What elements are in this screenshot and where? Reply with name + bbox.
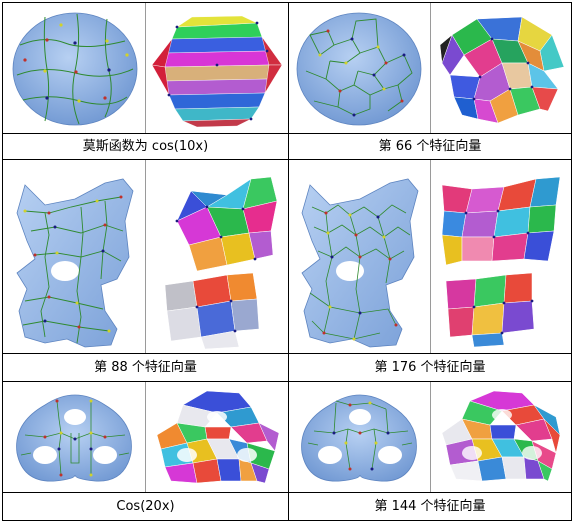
row2-left-colored-cat <box>147 161 287 352</box>
row1-left-colored-ellipsoid <box>147 5 287 132</box>
row3-right-colored-torus <box>432 383 570 491</box>
center-divider <box>288 3 289 520</box>
row3-right-caption: 第 144 个特征向量 <box>374 499 486 514</box>
row2-left-caption: 第 88 个特征向量 <box>94 360 197 375</box>
cat-mesh <box>16 178 134 348</box>
critical-points <box>23 23 129 103</box>
row2-right-blue-cat <box>290 161 429 352</box>
row2-right-split <box>430 160 431 353</box>
row2-right-colored-cat <box>432 161 570 352</box>
row3-left-split <box>145 382 146 492</box>
row1-right-caption: 第 66 个特征向量 <box>378 139 482 154</box>
row1-left-split <box>145 3 146 133</box>
colored-segments <box>151 15 283 128</box>
row2-caption-bottom <box>3 381 571 382</box>
row3-right-split <box>430 382 431 492</box>
row3-left-colored-torus <box>147 383 287 491</box>
row1-caption-top <box>3 133 571 134</box>
row2-caption-top <box>3 353 571 354</box>
row1-right-blue-ellipsoid <box>290 5 429 132</box>
row2-left-blue-cat <box>5 161 144 352</box>
row3-caption-top <box>3 492 571 493</box>
row3-left-caption: Cos(20x) <box>116 499 175 514</box>
row2-right-caption: 第 176 个特征向量 <box>374 360 486 375</box>
row3-right-blue-torus <box>290 383 429 491</box>
row1-caption-bottom <box>3 159 571 160</box>
row1-left-blue-ellipsoid <box>5 5 144 132</box>
row3-left-blue-torus <box>5 383 144 491</box>
row1-right-colored-ellipsoid <box>432 5 570 132</box>
row1-left-caption: 莫斯函数为 cos(10x) <box>82 139 209 154</box>
row1-right-split <box>430 3 431 133</box>
row2-left-split <box>145 160 146 353</box>
